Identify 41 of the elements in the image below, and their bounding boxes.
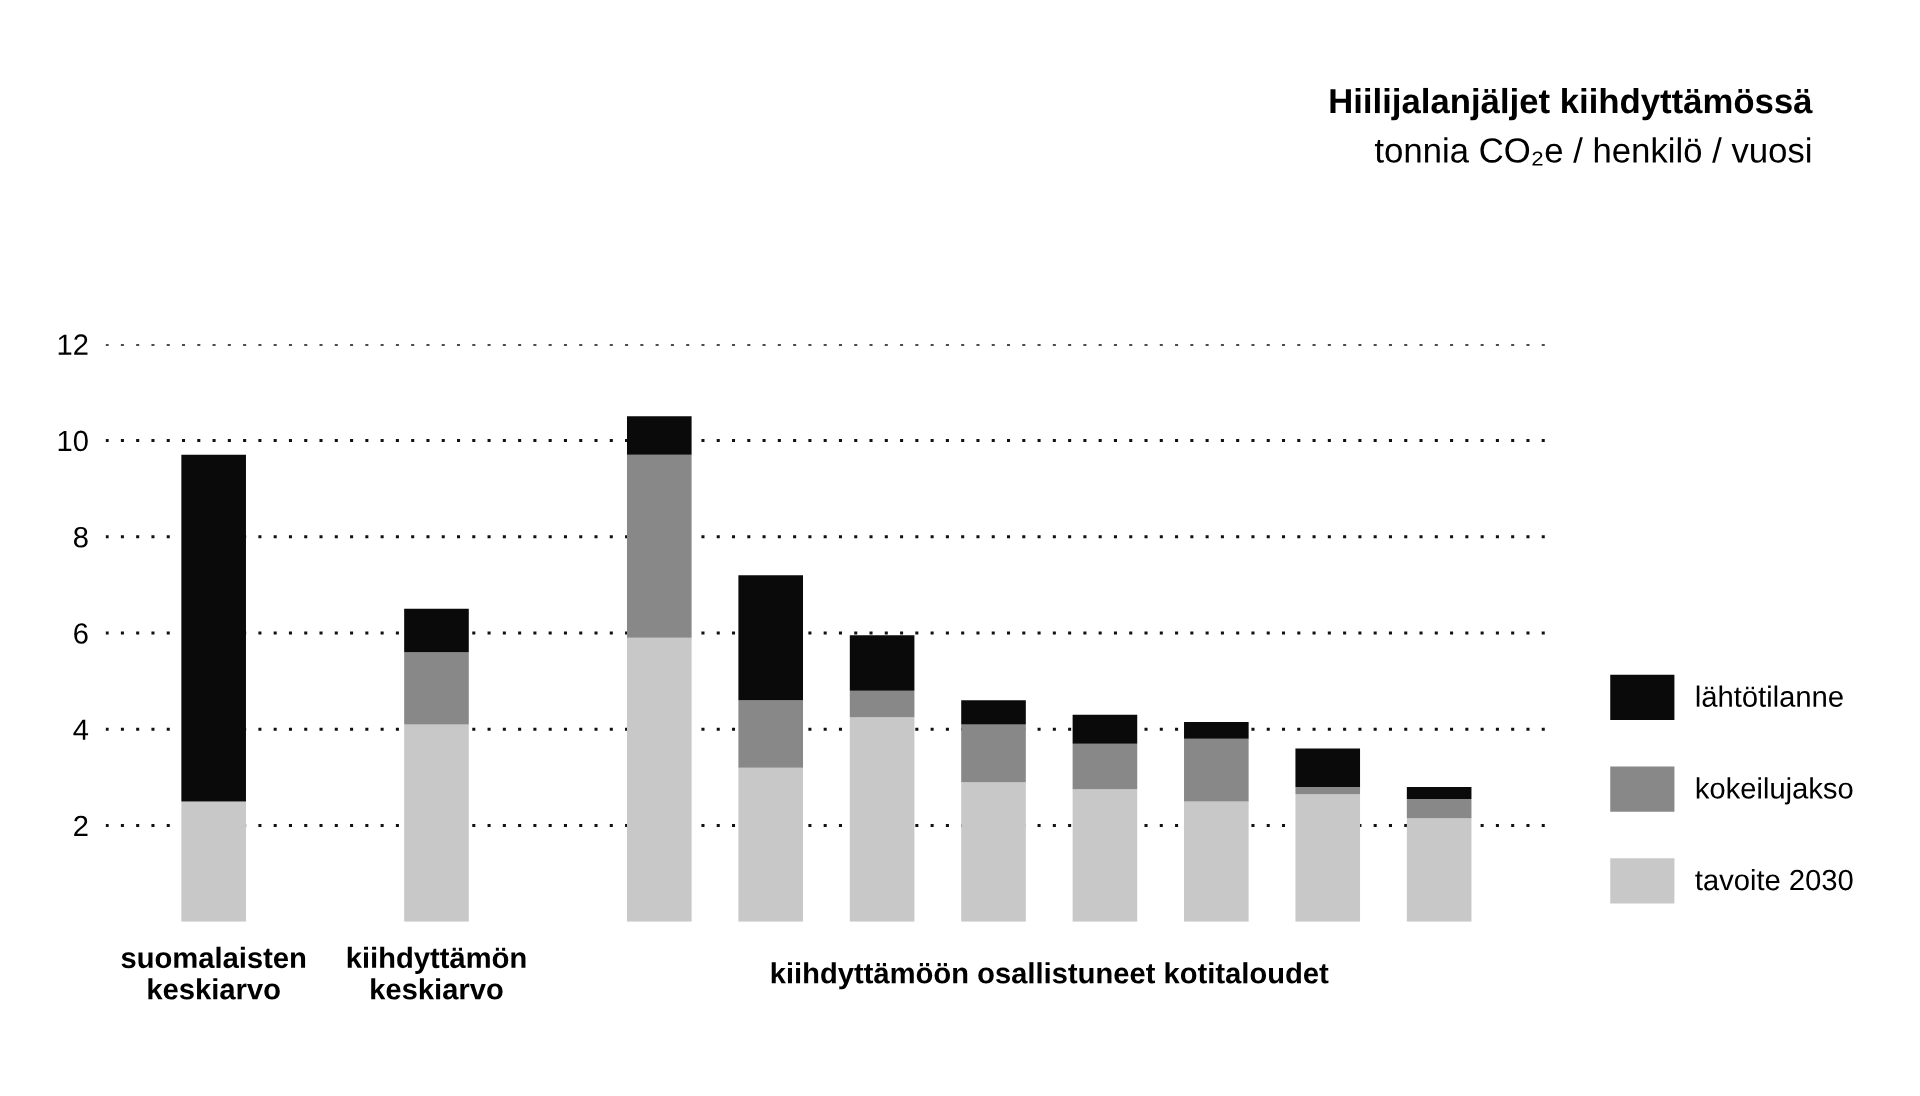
bar bbox=[1184, 721, 1249, 739]
bar bbox=[961, 782, 1026, 922]
bar bbox=[1406, 818, 1472, 922]
bar bbox=[181, 454, 246, 802]
chart-subtitle: tonnia CO₂e / henkilö / vuosi bbox=[1374, 137, 1811, 166]
y-tick-label: 2 bbox=[74, 815, 88, 837]
bar bbox=[404, 608, 469, 653]
y-tick-label: 4 bbox=[73, 719, 89, 740]
x-tick-label: suomalaisten keskiarvo bbox=[121, 946, 306, 1000]
y-tick-label: 6 bbox=[74, 623, 88, 644]
chart-title: Hiilijalanjäljet kiihdyttämössä bbox=[1330, 87, 1813, 121]
bar bbox=[1406, 786, 1472, 799]
bar bbox=[626, 454, 692, 638]
bar bbox=[1295, 786, 1361, 795]
bar bbox=[738, 767, 804, 922]
bar bbox=[849, 717, 915, 922]
legend-label: kokeilujakso bbox=[1696, 777, 1853, 805]
bar bbox=[1072, 714, 1138, 744]
bar bbox=[1184, 738, 1249, 802]
y-tick-label: 10 bbox=[58, 430, 88, 452]
bar bbox=[626, 637, 692, 922]
bar bbox=[1295, 748, 1361, 787]
bar bbox=[961, 700, 1026, 725]
bar bbox=[738, 575, 804, 701]
bar bbox=[1072, 743, 1138, 790]
y-tick-label: 8 bbox=[73, 526, 88, 548]
bar bbox=[1295, 794, 1361, 922]
legend-label: lähtötilanne bbox=[1696, 685, 1843, 707]
bar bbox=[1072, 789, 1138, 922]
legend-label: tavoite 2030 bbox=[1695, 868, 1853, 891]
bar bbox=[849, 690, 915, 718]
bar bbox=[181, 801, 246, 922]
bar bbox=[404, 652, 469, 725]
bar bbox=[1184, 801, 1249, 922]
bar bbox=[1406, 799, 1472, 819]
bar bbox=[404, 724, 469, 922]
x-tick-label: kiihdyttämön keskiarvo bbox=[347, 946, 526, 1000]
bar bbox=[738, 700, 804, 768]
bar bbox=[961, 724, 1026, 783]
text: kiihdyttämöön osallistuneet kotitaloudet bbox=[771, 962, 1329, 990]
y-tick-label: 12 bbox=[58, 334, 88, 355]
